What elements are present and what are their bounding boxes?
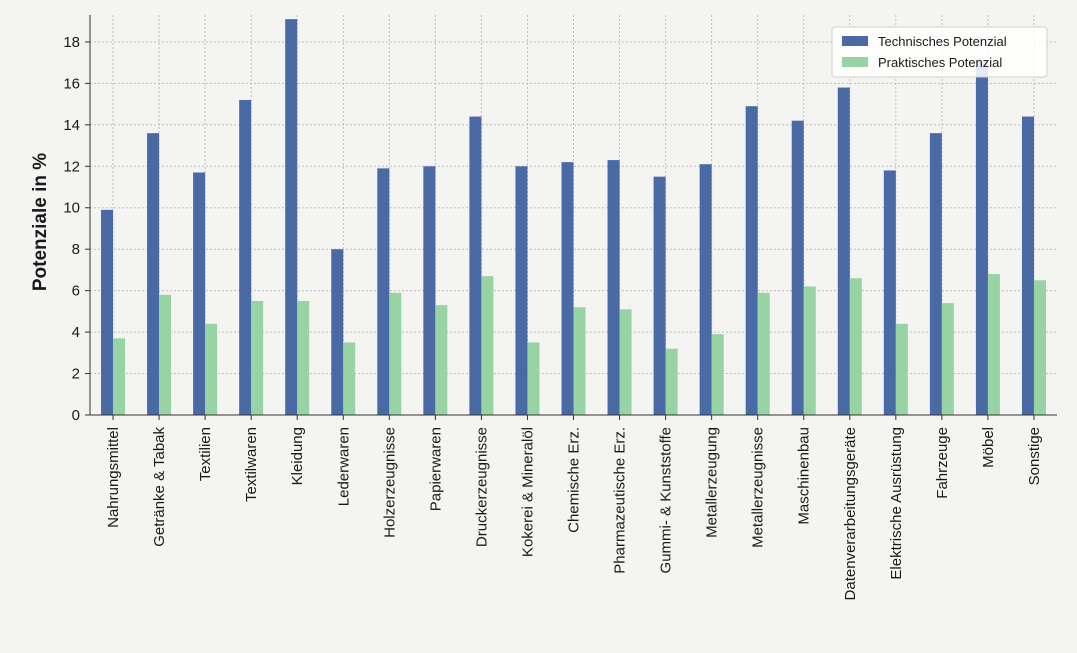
x-tick-label: Metallerzeugnisse — [750, 427, 767, 548]
x-tick-label: Sonstige — [1026, 427, 1043, 485]
bar-praktisches-6 — [389, 292, 402, 415]
y-tick-label: 6 — [72, 283, 80, 300]
bar-technisches-3 — [239, 99, 252, 415]
bar-technisches-20 — [1021, 116, 1034, 415]
bar-technisches-13 — [699, 164, 712, 415]
x-tick-label: Getränke & Tabak — [151, 427, 168, 547]
y-tick-label: 4 — [72, 324, 80, 341]
bar-praktisches-0 — [113, 338, 126, 415]
bar-technisches-7 — [423, 166, 436, 415]
bar-technisches-19 — [975, 60, 988, 415]
bar-praktisches-4 — [297, 301, 310, 415]
bars — [101, 19, 1046, 416]
bar-praktisches-8 — [481, 276, 494, 415]
bar-praktisches-10 — [573, 307, 586, 415]
x-tick-label: Pharmazeutische Erz. — [612, 427, 629, 574]
bar-praktisches-1 — [159, 294, 172, 415]
x-tick-label: Nahrungsmittel — [105, 427, 122, 528]
bar-technisches-11 — [607, 160, 620, 415]
y-tick-label: 18 — [63, 34, 80, 51]
x-tick-label: Datenverarbeitungsgeräte — [842, 427, 859, 600]
x-tick-label: Kokerei & Mineralöl — [519, 427, 536, 557]
bar-technisches-15 — [791, 120, 804, 416]
y-tick-label: 16 — [63, 75, 80, 92]
bar-praktisches-17 — [895, 323, 908, 415]
bar-technisches-16 — [837, 87, 850, 416]
y-tick-label: 2 — [72, 366, 80, 383]
bar-technisches-17 — [883, 170, 896, 415]
bar-praktisches-16 — [849, 278, 862, 415]
bar-praktisches-20 — [1033, 280, 1046, 415]
bar-praktisches-9 — [527, 342, 540, 415]
bar-technisches-5 — [331, 249, 344, 415]
bar-technisches-2 — [193, 172, 206, 415]
x-tick-label: Lederwaren — [335, 427, 352, 506]
x-tick-label: Metallerzeugung — [704, 427, 721, 538]
bar-technisches-18 — [929, 133, 942, 416]
bar-praktisches-7 — [435, 305, 448, 415]
y-tick-label: 12 — [63, 158, 80, 175]
bar-praktisches-13 — [711, 334, 724, 415]
y-tick-label: 10 — [63, 200, 80, 217]
y-tick-label: 14 — [63, 117, 80, 134]
x-tick-label: Textilien — [197, 427, 214, 481]
legend-swatch — [842, 57, 868, 67]
bar-praktisches-19 — [987, 274, 1000, 415]
x-tick-label: Druckerzeugnisse — [473, 427, 490, 547]
bar-praktisches-2 — [205, 323, 218, 415]
x-tick-label: Chemische Erz. — [566, 427, 583, 533]
bar-praktisches-3 — [251, 301, 264, 415]
bar-technisches-8 — [469, 116, 482, 415]
x-tick-label: Elektrische Ausrüstung — [888, 427, 905, 580]
bar-technisches-4 — [285, 19, 298, 415]
bar-technisches-12 — [653, 176, 666, 415]
legend-swatch — [842, 36, 868, 46]
x-tick-label: Möbel — [980, 427, 997, 468]
x-tick-label: Maschinenbau — [796, 427, 813, 525]
bar-technisches-10 — [561, 162, 574, 415]
x-tick-label: Holzerzeugnisse — [381, 427, 398, 538]
y-tick-label: 0 — [72, 407, 80, 424]
bar-technisches-6 — [377, 168, 390, 415]
legend-box — [831, 26, 1048, 78]
bar-technisches-9 — [515, 166, 528, 415]
legend: Technisches Potenzial Praktisches Potenzi… — [831, 26, 1048, 78]
y-axis-title: Potenziale in % — [30, 153, 51, 291]
x-tick-label: Fahrzeuge — [934, 427, 951, 499]
bar-praktisches-12 — [665, 348, 678, 415]
x-tick-label: Textilwaren — [243, 427, 260, 502]
bar-praktisches-14 — [757, 292, 770, 415]
bar-praktisches-5 — [343, 342, 356, 415]
bar-technisches-1 — [147, 133, 160, 416]
legend-label: Technisches Potenzial — [878, 34, 1007, 49]
bar-praktisches-15 — [803, 286, 816, 415]
x-tick-label: Gummi- & Kunststoffe — [658, 427, 675, 573]
bar-praktisches-11 — [619, 309, 632, 415]
bar-technisches-0 — [101, 209, 114, 415]
legend-label: Praktisches Potenzial — [878, 55, 1002, 70]
y-tick-label: 8 — [72, 241, 80, 258]
x-tick-label: Kleidung — [289, 427, 306, 485]
axes: 0 2 4 6 8 10 12 14 16 18 Nahrungsmittel Getränke & … — [63, 15, 1057, 600]
bar-praktisches-18 — [941, 303, 954, 415]
bar-technisches-14 — [745, 106, 758, 415]
x-tick-label: Papierwaren — [427, 427, 444, 511]
